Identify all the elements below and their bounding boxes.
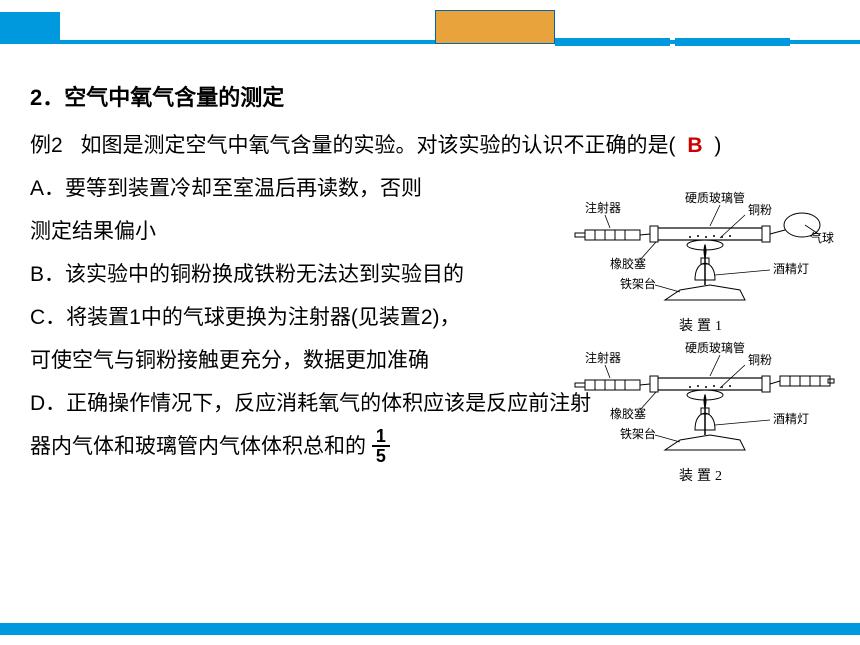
option-a-line1: A．要等到装置冷却至室温后再读数，否则 (30, 167, 550, 210)
header-highlight-block (435, 10, 555, 44)
section-heading: 2．空气中氧气含量的测定 (30, 80, 830, 112)
fraction-one-fifth: 1 5 (372, 427, 390, 465)
question-close: ) (714, 134, 721, 157)
diagram-2-caption: 装置2 (570, 465, 835, 485)
header-segment-1 (555, 38, 670, 46)
fraction-denominator: 5 (372, 447, 390, 465)
label-stopper-2: 橡胶塞 (610, 406, 646, 421)
header-segment-2 (675, 38, 790, 46)
content-area: 2．空气中氧气含量的测定 例2 如图是测定空气中氧气含量的实验。对该实验的认识不… (0, 50, 860, 468)
label-syringe: 注射器 (585, 200, 621, 215)
label-syringe-2: 注射器 (585, 350, 621, 365)
question-stem: 如图是测定空气中氧气含量的实验。对该实验的认识不正确的是( (81, 134, 676, 157)
label-balloon: 气球 (810, 230, 834, 245)
option-b: B．该实验中的铜粉换成铁粉无法达到实验目的 (30, 253, 550, 296)
label-copper-2: 铜粉 (748, 352, 772, 367)
example-label: 例2 (30, 134, 63, 157)
label-stand: 铁架台 (620, 276, 656, 291)
option-a-line2: 测定结果偏小 (30, 210, 550, 253)
label-lamp: 酒精灯 (773, 262, 809, 276)
option-c-line2: 可使空气与铜粉接触更充分，数据更加准确 (30, 339, 550, 382)
label-stand-2: 铁架台 (620, 426, 656, 441)
header-left-block (0, 12, 60, 42)
option-d-prefix: 器内气体和玻璃管内气体体积总和的 (30, 435, 366, 458)
header-bar (0, 0, 860, 50)
answer-letter: B (681, 134, 708, 157)
fraction-numerator: 1 (372, 427, 390, 447)
option-c-line1: C．将装置1中的气球更换为注射器(见装置2)， (30, 296, 550, 339)
label-stopper: 橡胶塞 (610, 256, 646, 271)
label-lamp-2: 酒精灯 (773, 412, 809, 426)
footer-bar (0, 623, 860, 635)
apparatus-diagram-2: 注射器 硬质玻璃管 铜粉 橡胶塞 铁架台 酒精灯 装置2 (570, 340, 835, 485)
label-glass-tube-2: 硬质玻璃管 (685, 340, 745, 355)
label-glass-tube: 硬质玻璃管 (685, 190, 745, 205)
diagram-1-caption: 装置1 (570, 315, 835, 335)
label-copper: 铜粉 (748, 202, 772, 217)
apparatus-diagram-1: 注射器 硬质玻璃管 铜粉 气球 橡胶塞 铁架台 酒精灯 装置1 (570, 190, 835, 335)
